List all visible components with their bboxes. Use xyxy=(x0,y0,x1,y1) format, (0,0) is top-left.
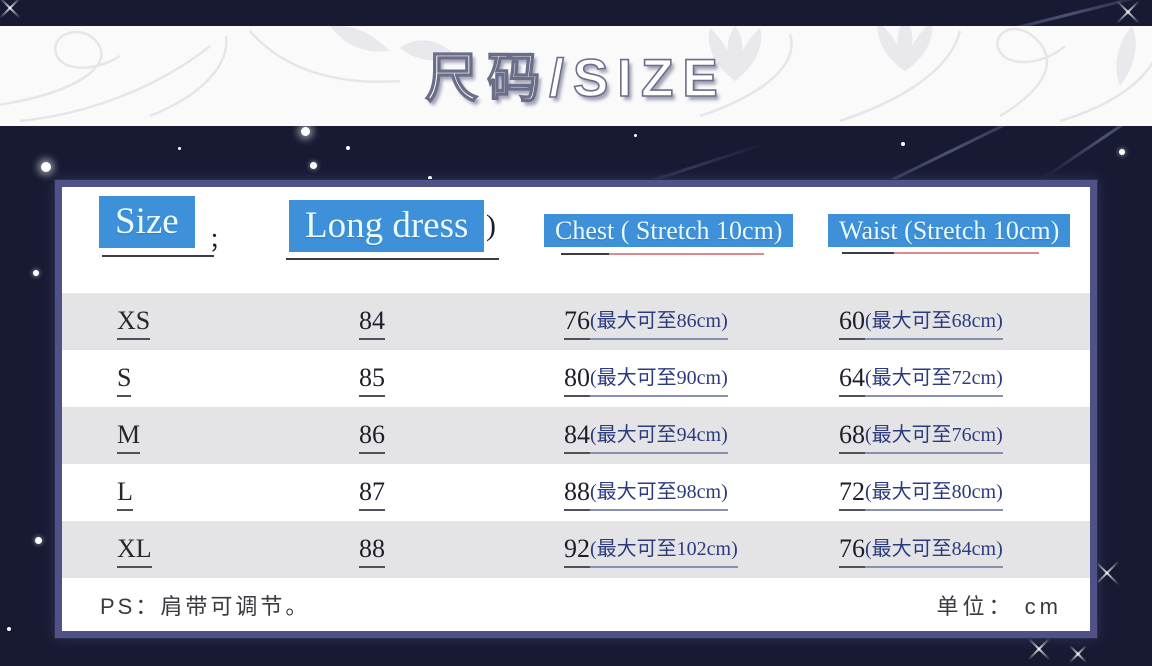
size-chart-card: ； ) Size Long dress Chest ( Stretch 10cm… xyxy=(55,180,1097,638)
waist-cell: 64(最大可至72cm) xyxy=(839,361,1090,397)
waist-cell: 76(最大可至84cm) xyxy=(839,532,1090,568)
table-row: M 86 84(最大可至94cm) 68(最大可至76cm) xyxy=(62,407,1090,464)
column-header-size: Size xyxy=(99,196,195,248)
waist-max-note: (最大可至76cm) xyxy=(865,418,1003,454)
star-icon xyxy=(178,147,181,150)
long-dress-cell: 87 xyxy=(359,475,564,511)
chest-value: 92 xyxy=(564,532,590,568)
star-icon xyxy=(41,162,51,172)
chest-max-note: (最大可至90cm) xyxy=(590,361,728,397)
size-value: M xyxy=(117,418,141,454)
waist-cell: 68(最大可至76cm) xyxy=(839,418,1090,454)
header-trail-mark: ) xyxy=(486,209,496,242)
header-underline-red xyxy=(609,253,764,255)
chest-value: 76 xyxy=(564,304,590,340)
sparkle-icon xyxy=(1112,0,1144,28)
waist-value: 76 xyxy=(839,532,865,568)
long-dress-cell: 88 xyxy=(359,532,564,568)
column-header-long-dress: Long dress xyxy=(289,200,485,252)
header-trail-mark: ； xyxy=(209,228,232,253)
chest-cell: 88(最大可至98cm) xyxy=(564,475,839,511)
header-underline xyxy=(842,252,894,254)
chest-cell: 92(最大可至102cm) xyxy=(564,532,839,568)
sparkle-icon xyxy=(0,0,24,22)
unit-label: 单位： cm xyxy=(936,593,1062,619)
waist-cell: 60(最大可至68cm) xyxy=(839,304,1090,340)
size-cell: M xyxy=(117,418,359,454)
table-row: XS 84 76(最大可至86cm) 60(最大可至68cm) xyxy=(62,293,1090,350)
chest-cell: 80(最大可至90cm) xyxy=(564,361,839,397)
long-dress-value: 85 xyxy=(359,361,385,397)
star-icon xyxy=(901,142,905,146)
waist-max-note: (最大可至84cm) xyxy=(865,532,1003,568)
waist-max-note: (最大可至68cm) xyxy=(865,304,1003,340)
table-row: L 87 88(最大可至98cm) 72(最大可至80cm) xyxy=(62,464,1090,521)
star-icon xyxy=(310,162,317,169)
table-header: ； ) Size Long dress Chest ( Stretch 10cm… xyxy=(62,187,1090,293)
star-icon xyxy=(346,146,350,150)
star-icon xyxy=(33,270,39,276)
ps-note: PS：肩带可调节。 xyxy=(100,593,311,619)
header-underline xyxy=(102,255,214,257)
chest-value: 88 xyxy=(564,475,590,511)
page-title: 尺码/SIZE xyxy=(424,48,727,109)
star-icon xyxy=(1119,149,1125,155)
chest-max-note: (最大可至98cm) xyxy=(590,475,728,511)
long-dress-cell: 84 xyxy=(359,304,564,340)
size-value: XL xyxy=(117,532,152,568)
size-cell: XS xyxy=(117,304,359,340)
chest-value: 80 xyxy=(564,361,590,397)
waist-value: 72 xyxy=(839,475,865,511)
size-cell: S xyxy=(117,361,359,397)
star-icon xyxy=(634,134,637,137)
long-dress-value: 88 xyxy=(359,532,385,568)
size-cell: XL xyxy=(117,532,359,568)
table-footer: PS：肩带可调节。 单位： cm xyxy=(62,578,1090,631)
header-underline-red xyxy=(894,252,1039,254)
chest-value: 84 xyxy=(564,418,590,454)
long-dress-value: 84 xyxy=(359,304,385,340)
long-dress-value: 86 xyxy=(359,418,385,454)
table-row: S 85 80(最大可至90cm) 64(最大可至72cm) xyxy=(62,350,1090,407)
column-header-waist: Waist (Stretch 10cm) xyxy=(828,214,1071,247)
sparkle-icon xyxy=(1066,642,1090,666)
column-header-chest: Chest ( Stretch 10cm) xyxy=(544,214,794,247)
chest-cell: 84(最大可至94cm) xyxy=(564,418,839,454)
size-value: S xyxy=(117,361,132,397)
title-banner: 尺码/SIZE xyxy=(0,26,1152,126)
table-row: XL 88 92(最大可至102cm) 76(最大可至84cm) xyxy=(62,521,1090,578)
chest-max-note: (最大可至94cm) xyxy=(590,418,728,454)
size-value: XS xyxy=(117,304,151,340)
chest-max-note: (最大可至102cm) xyxy=(590,532,738,568)
long-dress-cell: 85 xyxy=(359,361,564,397)
waist-value: 64 xyxy=(839,361,865,397)
waist-value: 60 xyxy=(839,304,865,340)
chest-max-note: (最大可至86cm) xyxy=(590,304,728,340)
star-icon xyxy=(7,627,11,631)
sparkle-icon xyxy=(1024,634,1054,664)
waist-value: 68 xyxy=(839,418,865,454)
long-dress-cell: 86 xyxy=(359,418,564,454)
waist-cell: 72(最大可至80cm) xyxy=(839,475,1090,511)
waist-max-note: (最大可至72cm) xyxy=(865,361,1003,397)
long-dress-value: 87 xyxy=(359,475,385,511)
chest-cell: 76(最大可至86cm) xyxy=(564,304,839,340)
star-icon xyxy=(35,537,42,544)
header-underline xyxy=(286,258,499,260)
waist-max-note: (最大可至80cm) xyxy=(865,475,1003,511)
star-icon xyxy=(301,127,310,136)
header-underline xyxy=(561,253,609,255)
size-cell: L xyxy=(117,475,359,511)
floral-ornament xyxy=(0,26,1152,123)
star-icon xyxy=(428,176,432,180)
size-value: L xyxy=(117,475,133,511)
